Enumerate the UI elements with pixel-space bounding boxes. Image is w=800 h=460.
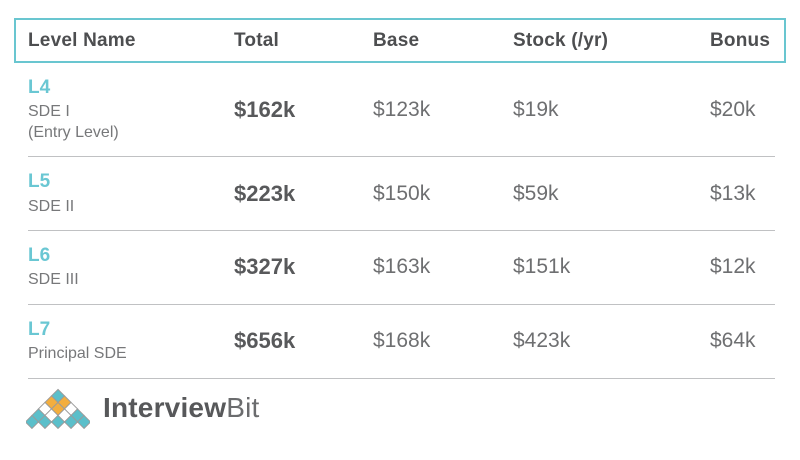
level-title: Principal SDE xyxy=(28,345,127,363)
logo-text-bit: Bit xyxy=(226,392,260,424)
stock-value: $423k xyxy=(513,329,571,353)
stock-value: $151k xyxy=(513,255,571,279)
base-value: $168k xyxy=(373,329,431,353)
level-name-cell: L6 SDE III xyxy=(28,244,234,291)
level-title: SDE II xyxy=(28,197,75,215)
logo-wordmark: InterviewBit xyxy=(103,392,259,424)
compensation-table-page: Level Name Total Base Stock (/yr) Bonus … xyxy=(0,18,800,460)
table-header-row: Level Name Total Base Stock (/yr) Bonus xyxy=(14,18,786,63)
level-name-cell: L5 SDE II xyxy=(28,170,234,217)
table-row-l4: L4 SDE I (Entry Level) $162k $123k $19k … xyxy=(28,63,775,158)
base-value: $163k xyxy=(373,255,431,279)
stock-value: $59k xyxy=(513,181,559,205)
level-code: L4 xyxy=(28,77,51,98)
base-value: $123k xyxy=(373,97,431,121)
level-title: SDE I xyxy=(28,103,70,121)
table-row-l6: L6 SDE III $327k $163k $151k $12k xyxy=(28,231,775,305)
total-value: $162k xyxy=(234,96,296,122)
stock-value: $19k xyxy=(513,97,559,121)
bonus-value: $64k xyxy=(710,329,756,353)
column-header-base: Base xyxy=(373,29,420,51)
column-header-bonus: Bonus xyxy=(710,29,771,51)
interviewbit-logo: InterviewBit xyxy=(26,388,800,429)
diamond-pyramid-icon xyxy=(26,388,90,429)
bonus-value: $20k xyxy=(710,97,756,121)
total-value: $223k xyxy=(234,180,296,206)
level-code: L7 xyxy=(28,318,51,340)
level-code: L6 xyxy=(28,245,51,267)
table-row-l7: L7 Principal SDE $656k $168k $423k $64k xyxy=(28,305,775,379)
level-name-cell: L7 Principal SDE xyxy=(28,318,234,365)
table-body: L4 SDE I (Entry Level) $162k $123k $19k … xyxy=(28,63,775,379)
column-header-stock: Stock (/yr) xyxy=(513,29,609,51)
total-value: $656k xyxy=(234,328,296,354)
level-subtitle: (Entry Level) xyxy=(28,123,119,141)
level-title: SDE III xyxy=(28,271,79,289)
logo-text-interview: Interview xyxy=(103,392,227,424)
base-value: $150k xyxy=(373,181,431,205)
bonus-value: $13k xyxy=(710,181,756,205)
total-value: $327k xyxy=(234,254,296,280)
level-name-cell: L4 SDE I (Entry Level) xyxy=(28,76,234,143)
level-code: L5 xyxy=(28,171,51,193)
bonus-value: $12k xyxy=(710,255,756,279)
column-header-level-name: Level Name xyxy=(28,29,136,51)
table-row-l5: L5 SDE II $223k $150k $59k $13k xyxy=(28,157,775,232)
column-header-total: Total xyxy=(234,29,279,51)
